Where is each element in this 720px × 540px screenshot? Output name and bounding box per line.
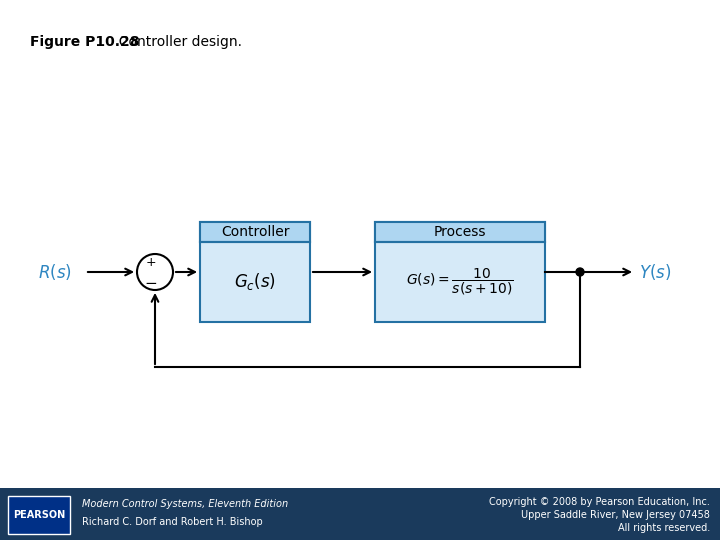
Text: PEARSON: PEARSON [13, 510, 65, 520]
FancyBboxPatch shape [200, 222, 310, 322]
Text: Controller: Controller [221, 225, 289, 239]
FancyBboxPatch shape [200, 222, 310, 242]
Text: Controller design.: Controller design. [110, 35, 242, 49]
FancyBboxPatch shape [375, 222, 545, 322]
Text: Process: Process [433, 225, 486, 239]
Text: Richard C. Dorf and Robert H. Bishop: Richard C. Dorf and Robert H. Bishop [82, 517, 263, 527]
Bar [0, 488, 720, 540]
Text: $G_c(s)$: $G_c(s)$ [234, 272, 276, 293]
FancyBboxPatch shape [8, 496, 70, 534]
FancyBboxPatch shape [375, 222, 545, 242]
Text: $G(s) = \dfrac{10}{s(s+10)}$: $G(s) = \dfrac{10}{s(s+10)}$ [406, 267, 514, 297]
Text: −: − [145, 276, 158, 292]
Text: $R(s)$: $R(s)$ [38, 262, 72, 282]
Circle shape [576, 268, 584, 276]
Text: +: + [145, 255, 156, 268]
Text: Figure P10.28: Figure P10.28 [30, 35, 140, 49]
Text: $Y(s)$: $Y(s)$ [639, 262, 671, 282]
Text: Modern Control Systems, Eleventh Edition: Modern Control Systems, Eleventh Edition [82, 499, 288, 509]
Text: Copyright © 2008 by Pearson Education, Inc.: Copyright © 2008 by Pearson Education, I… [489, 497, 710, 507]
Text: Upper Saddle River, New Jersey 07458: Upper Saddle River, New Jersey 07458 [521, 510, 710, 520]
Circle shape [137, 254, 173, 290]
Text: All rights reserved.: All rights reserved. [618, 523, 710, 533]
